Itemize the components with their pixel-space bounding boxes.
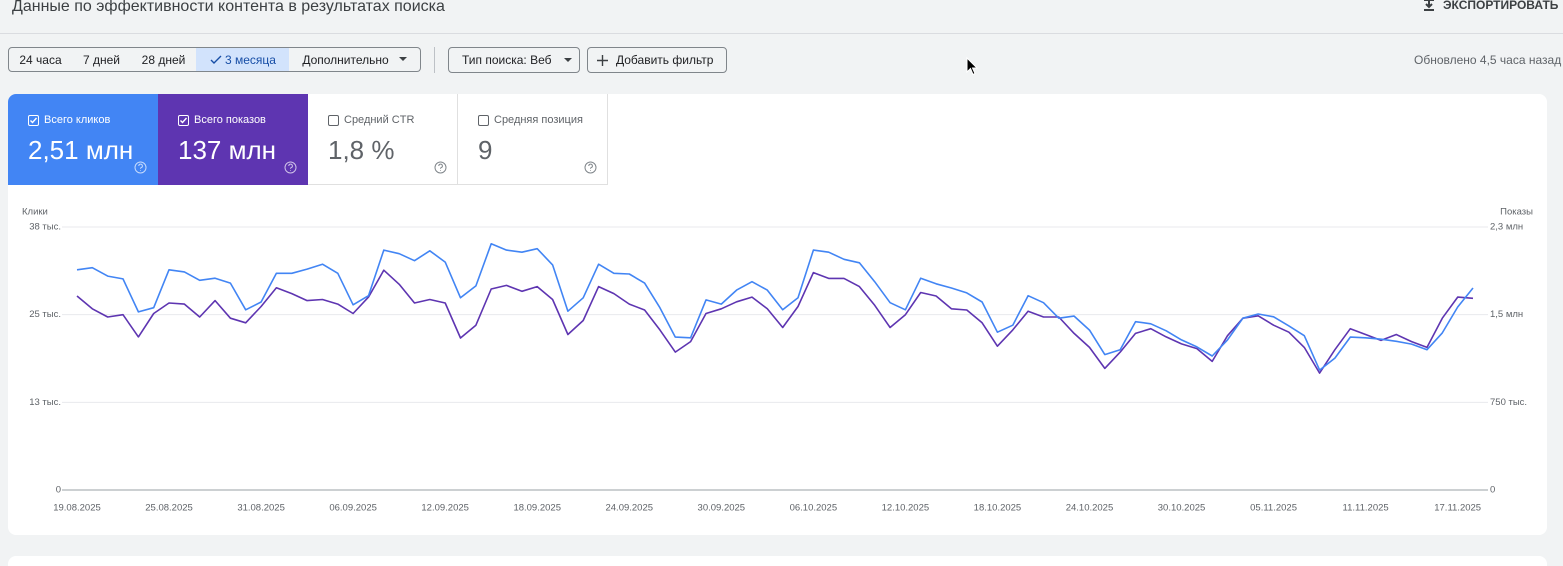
export-label: ЭКСПОРТИРОВАТЬ [1443, 0, 1559, 12]
page-title: Данные по эффективности контента в резул… [12, 0, 445, 15]
period-label: 7 дней [82, 52, 120, 67]
help-icon [584, 161, 597, 174]
metric-card[interactable]: Всего показов 137 млн [158, 94, 308, 185]
search-type-button[interactable]: Тип поиска: Веб [448, 47, 580, 73]
x-tick-label: 05.11.2025 [1250, 503, 1297, 514]
header-divider [0, 33, 1563, 34]
help-circle [134, 161, 147, 174]
period-label: 24 часа [19, 52, 62, 67]
x-tick-label: 06.10.2025 [790, 503, 838, 514]
checkbox-box [28, 115, 39, 126]
search-type-label: Тип поиска: Веб [462, 53, 552, 67]
metric-card[interactable]: Средний CTR 1,8 % [308, 94, 458, 185]
y2-tick-label: 1,5 млн [1490, 309, 1523, 320]
help-circle [584, 161, 597, 174]
x-tick-label: 24.10.2025 [1066, 503, 1114, 514]
checkbox-check [180, 117, 188, 124]
period-button[interactable]: 24 часа [8, 47, 73, 72]
help-icon [134, 161, 147, 174]
metric-label: Всего показов [194, 114, 266, 126]
metric-card[interactable]: Всего кликов 2,51 млн [8, 94, 158, 185]
checkbox [328, 115, 339, 126]
help-mark [588, 163, 593, 171]
metric-label: Средний CTR [344, 114, 415, 126]
metric-card[interactable]: Средняя позиция 9 [458, 94, 608, 185]
checkbox-box [178, 115, 189, 126]
metric-label: Средняя позиция [494, 114, 583, 126]
dropdown-icon [398, 57, 407, 61]
x-tick-label: 18.10.2025 [974, 503, 1022, 514]
x-tick-label: 31.08.2025 [237, 503, 285, 514]
x-tick-label: 11.11.2025 [1343, 503, 1389, 514]
x-tick-label: 30.09.2025 [698, 503, 746, 514]
y2-tick-label: 0 [1490, 485, 1495, 496]
x-tick-label: 06.09.2025 [329, 503, 377, 514]
y-tick-label: 13 тыс. [29, 397, 61, 408]
toolbar-divider [434, 47, 435, 73]
x-tick-label: 25.08.2025 [145, 503, 193, 514]
period-label: 28 дней [141, 52, 186, 67]
y-tick-label: 25 тыс. [29, 309, 61, 320]
add-filter-label: Добавить фильтр [616, 53, 714, 67]
metric-value: 137 млн [178, 135, 277, 165]
y2-tick-label: 750 тыс. [1490, 397, 1527, 408]
dropdown-icon [564, 57, 573, 62]
x-tick-label: 18.09.2025 [513, 503, 561, 514]
help-mark [288, 163, 293, 171]
x-tick-label: 24.09.2025 [605, 503, 653, 514]
checkbox-box [478, 115, 489, 126]
mouse-cursor [966, 57, 978, 76]
checkbox [28, 115, 39, 126]
y-axis-title: Клики [22, 207, 48, 218]
updated-text: Обновлено 4,5 часа назад [1414, 53, 1562, 67]
series-line [76, 269, 1474, 374]
period-label: 3 месяца [225, 52, 276, 67]
x-tick-label: 30.10.2025 [1158, 503, 1206, 514]
download-icon [1424, 0, 1434, 11]
y-tick-label: 0 [56, 485, 61, 496]
series-line [76, 243, 1474, 371]
help-mark [138, 163, 143, 171]
y2-tick-label: 2,3 млн [1490, 222, 1523, 233]
help-icon [284, 161, 297, 174]
plus-icon [597, 54, 608, 66]
next-card [8, 556, 1547, 566]
export-button[interactable]: ЭКСПОРТИРОВАТЬ [1423, 0, 1558, 12]
checkbox-check [30, 117, 38, 124]
x-tick-label: 19.08.2025 [53, 503, 101, 514]
check-icon [210, 55, 222, 64]
checkbox [178, 115, 189, 126]
checkbox [478, 115, 489, 126]
y2-axis-title: Показы [1500, 207, 1533, 218]
add-filter-button[interactable]: Добавить фильтр [587, 47, 727, 73]
metric-value: 2,51 млн [28, 135, 134, 165]
period-button[interactable]: 28 дней [131, 47, 197, 72]
period-button[interactable]: 3 месяца [196, 47, 290, 72]
y-tick-label: 38 тыс. [29, 222, 61, 233]
help-icon [434, 161, 447, 174]
x-tick-label: 12.10.2025 [882, 503, 930, 514]
x-tick-label: 12.09.2025 [421, 503, 469, 514]
metric-label: Всего кликов [44, 114, 111, 126]
checkbox-box [328, 115, 339, 126]
help-circle [434, 161, 447, 174]
more-button[interactable]: Дополнительно [289, 47, 421, 72]
more-label: Дополнительно [302, 52, 389, 67]
metric-value: 1,8 % [328, 135, 395, 165]
help-mark [438, 163, 443, 171]
metric-value: 9 [478, 135, 493, 165]
help-circle [284, 161, 297, 174]
x-tick-label: 17.11.2025 [1434, 503, 1481, 514]
